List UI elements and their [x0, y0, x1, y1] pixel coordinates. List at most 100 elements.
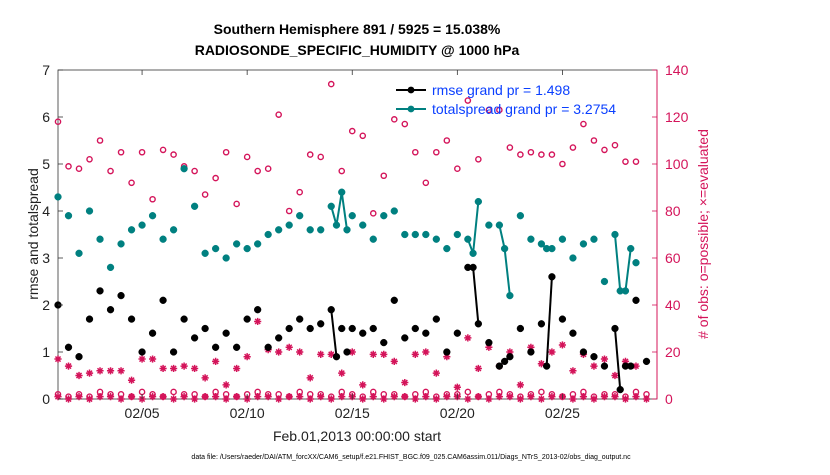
- rmse-point: [453, 329, 461, 337]
- obs-evaluated-point: [54, 393, 62, 401]
- totalspread-point: [54, 193, 62, 201]
- obs-evaluated-point: [254, 393, 262, 401]
- obs-evaluated-point: [233, 393, 241, 401]
- obs-evaluated-point: [201, 393, 209, 401]
- x-tick-label: 02/10: [230, 405, 265, 421]
- rmse-line-segment: [330, 309, 338, 357]
- obs-possible-point: [527, 148, 535, 156]
- obs-possible-point: [338, 167, 346, 175]
- rmse-point: [64, 343, 73, 351]
- obs-evaluated-point: [474, 393, 482, 401]
- obs-evaluated-point: [222, 395, 230, 403]
- rmse-point: [548, 273, 556, 281]
- obs-evaluated-point: [579, 393, 588, 401]
- chart-title-line1: Southern Hemisphere 891 / 5925 = 15.038%: [214, 21, 501, 37]
- totalspread-point: [558, 235, 567, 243]
- obs-evaluated-point: [169, 395, 178, 403]
- obs-possible-point: [191, 167, 198, 175]
- obs-evaluated-point: [54, 355, 62, 363]
- rmse-point: [296, 315, 304, 323]
- y-left-tick-label: 0: [42, 391, 50, 407]
- totalspread-point: [117, 240, 125, 248]
- totalspread-point: [264, 230, 272, 239]
- rmse-point: [317, 320, 325, 328]
- totalspread-point: [390, 207, 398, 215]
- obs-evaluated-point: [506, 348, 514, 356]
- obs-evaluated-point: [191, 364, 199, 373]
- rmse-point: [169, 348, 178, 356]
- rmse-point: [138, 348, 146, 356]
- rmse-point: [264, 343, 272, 351]
- obs-evaluated-point: [464, 334, 472, 342]
- obs-evaluated-point: [348, 348, 356, 356]
- totalspread-point: [500, 244, 509, 253]
- rmse-point: [616, 385, 624, 394]
- y-right-tick-label: 0: [665, 391, 673, 407]
- obs-evaluated-point: [75, 371, 83, 380]
- obs-possible-point: [149, 195, 156, 203]
- totalspread-point: [369, 235, 377, 243]
- rmse-point: [469, 263, 477, 272]
- chart-title-line2: RADIOSONDE_SPECIFIC_HUMIDITY @ 1000 hPa: [195, 42, 520, 58]
- obs-evaluated-point: [148, 393, 157, 401]
- obs-possible-point: [380, 172, 388, 180]
- obs-possible-point: [506, 144, 514, 151]
- y-axis-label-right: # of obs: o=possible; ×=evaluated: [695, 129, 711, 339]
- totalspread-point: [432, 235, 440, 243]
- obs-evaluated-point: [127, 376, 136, 384]
- rmse-point: [543, 362, 551, 370]
- y-left-tick-label: 1: [42, 344, 50, 360]
- totalspread-point: [169, 226, 178, 234]
- totalspread-line-segment: [330, 192, 348, 230]
- y-left-tick-label: 5: [42, 156, 50, 172]
- obs-possible-point: [96, 137, 104, 144]
- obs-possible-point: [538, 388, 545, 396]
- rmse-point: [369, 324, 377, 333]
- totalspread-point: [222, 254, 230, 262]
- obs-evaluated-point: [600, 355, 609, 363]
- obs-possible-point: [401, 120, 409, 128]
- rmse-point: [148, 329, 157, 337]
- obs-evaluated-point: [275, 348, 283, 356]
- totalspread-point: [516, 212, 525, 220]
- y-right-tick-label: 60: [665, 250, 681, 266]
- totalspread-point: [201, 249, 209, 257]
- rmse-point: [443, 348, 451, 356]
- totalspread-point: [548, 244, 556, 253]
- obs-possible-point: [170, 151, 177, 158]
- y-right-tick-label: 120: [665, 109, 689, 125]
- totalspread-point: [464, 235, 472, 243]
- obs-possible-point: [138, 148, 146, 156]
- obs-evaluated-point: [621, 357, 630, 365]
- obs-possible-point: [54, 118, 62, 125]
- totalspread-point: [600, 277, 609, 286]
- obs-evaluated-point: [443, 393, 451, 401]
- obs-evaluated-point: [621, 395, 630, 403]
- totalspread-point: [64, 212, 73, 220]
- obs-possible-point: [212, 174, 219, 182]
- obs-evaluated-point: [432, 395, 440, 403]
- obs-evaluated-point: [516, 395, 524, 403]
- rmse-point: [627, 362, 635, 370]
- rmse-point: [495, 362, 504, 370]
- obs-evaluated-point: [233, 364, 241, 373]
- obs-evaluated-point: [485, 395, 493, 403]
- obs-possible-point: [264, 165, 272, 172]
- obs-evaluated-point: [548, 348, 556, 356]
- totalspread-point: [159, 235, 167, 243]
- obs-evaluated-point: [453, 383, 461, 391]
- rmse-point: [569, 329, 577, 337]
- rmse-point: [201, 324, 209, 333]
- obs-evaluated-point: [264, 393, 272, 401]
- y-right-tick-label: 100: [665, 156, 689, 172]
- obs-evaluated-point: [180, 362, 188, 370]
- obs-possible-point: [601, 146, 608, 154]
- totalspread-point: [348, 212, 356, 220]
- x-axis-label: Feb.01,2013 00:00:00 start: [273, 428, 441, 444]
- totalspread-point: [590, 235, 598, 243]
- obs-evaluated-point: [411, 350, 419, 358]
- obs-evaluated-point: [369, 393, 377, 401]
- obs-evaluated-point: [212, 357, 220, 365]
